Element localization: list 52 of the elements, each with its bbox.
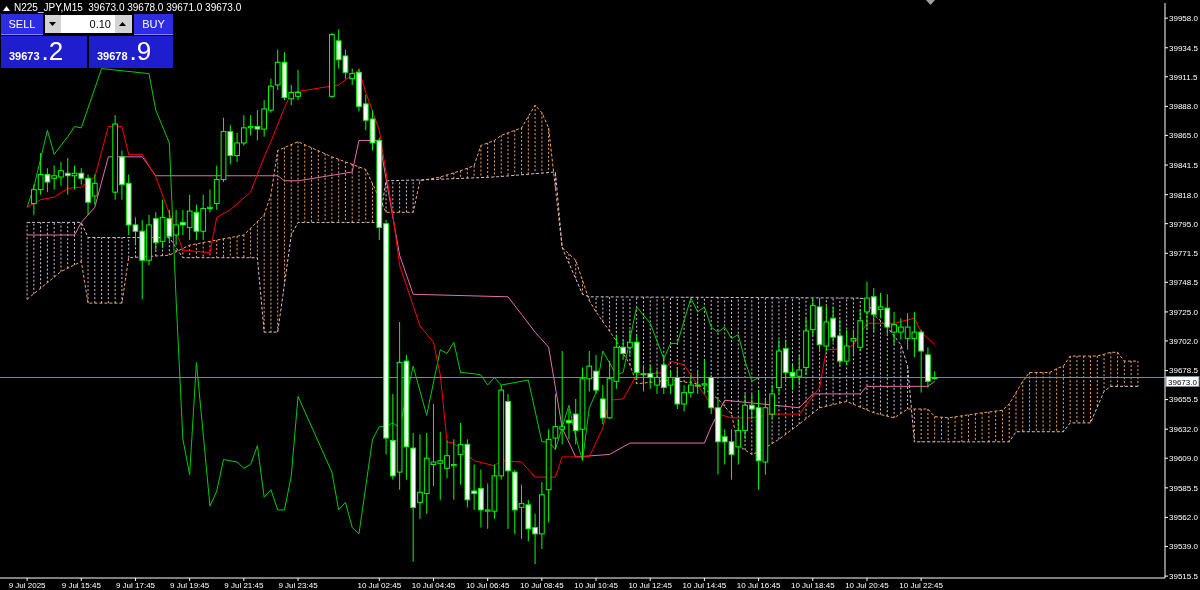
y-tick-label: 39958.0 (1169, 13, 1199, 23)
y-tick-label: 39678.5 (1169, 366, 1199, 376)
lot-size-field: 0.10 (45, 15, 132, 33)
x-tick-label: 10 Jul 20:45 (845, 580, 890, 590)
y-tick-label: 39515.5 (1169, 571, 1199, 581)
sell-button: SELL (1, 14, 43, 35)
annotation: 0.10 (88, 18, 111, 30)
line-series (26, 139, 936, 458)
x-tick-label: 10 Jul 18:45 (790, 580, 836, 590)
x-tick-label: 10 Jul 16:45 (736, 580, 781, 590)
annotation: .2 (41, 36, 64, 67)
x-tick-label: 9 Jul 21:45 (224, 580, 264, 590)
buy-price-box: 39678.9 (89, 36, 173, 68)
annotation: 39678 (97, 50, 128, 62)
y-tick-label: 39771.5 (1169, 249, 1199, 259)
y-tick-label: 39539.0 (1169, 542, 1199, 552)
line-series (26, 68, 760, 535)
y-tick-label: 39655.5 (1169, 395, 1199, 405)
ref-line-label: 39673.0 (1168, 377, 1198, 387)
x-tick-label: 9 Jul 15:45 (61, 580, 102, 590)
x-tick-label: 9 Jul 23:45 (278, 580, 319, 590)
x-tick-label: 10 Jul 22:45 (899, 580, 944, 590)
annotation: .9 (129, 36, 152, 67)
sell-price-box: 39673.2 (1, 36, 87, 68)
y-tick-label: 39934.5 (1169, 43, 1199, 53)
y-tick-label: 39911.5 (1169, 72, 1198, 82)
buy-button: BUY (134, 14, 173, 35)
x-tick-label: 10 Jul 06:45 (465, 580, 511, 590)
chart-title: N225_JPY,M15 39673.0 39678.0 39671.0 39673.0 (14, 2, 242, 13)
y-tick-label: 39702.0 (1169, 336, 1199, 346)
x-tick-label: 9 Jul 2025 (8, 580, 47, 590)
x-tick-label: 10 Jul 12:45 (628, 580, 673, 590)
y-tick-label: 39725.0 (1169, 307, 1199, 317)
y-tick-label: 39865.0 (1169, 131, 1199, 141)
annotation: 39673 (9, 50, 40, 62)
y-tick-label: 39888.0 (1169, 102, 1199, 112)
x-tick-label: 10 Jul 08:45 (520, 580, 565, 590)
y-tick-label: 39609.0 (1169, 454, 1199, 464)
y-tick-label: 39562.0 (1169, 513, 1199, 523)
line-series (26, 69, 936, 478)
x-tick-label: 9 Jul 19:45 (170, 580, 210, 590)
x-tick-label: 10 Jul 14:45 (682, 580, 727, 590)
x-tick-label: 10 Jul 04:45 (411, 580, 456, 590)
y-tick-label: 39818.0 (1169, 190, 1199, 200)
y-tick-label: 39795.0 (1169, 219, 1199, 229)
y-tick-label: 39632.0 (1169, 425, 1199, 435)
x-tick-label: 10 Jul 02:45 (357, 580, 402, 590)
x-tick-label: 9 Jul 17:45 (115, 580, 156, 590)
y-tick-label: 39748.5 (1169, 278, 1199, 288)
x-tick-label: 10 Jul 10:45 (574, 580, 619, 590)
y-tick-label: 39585.5 (1169, 483, 1199, 493)
y-tick-label: 39841.5 (1169, 160, 1199, 170)
